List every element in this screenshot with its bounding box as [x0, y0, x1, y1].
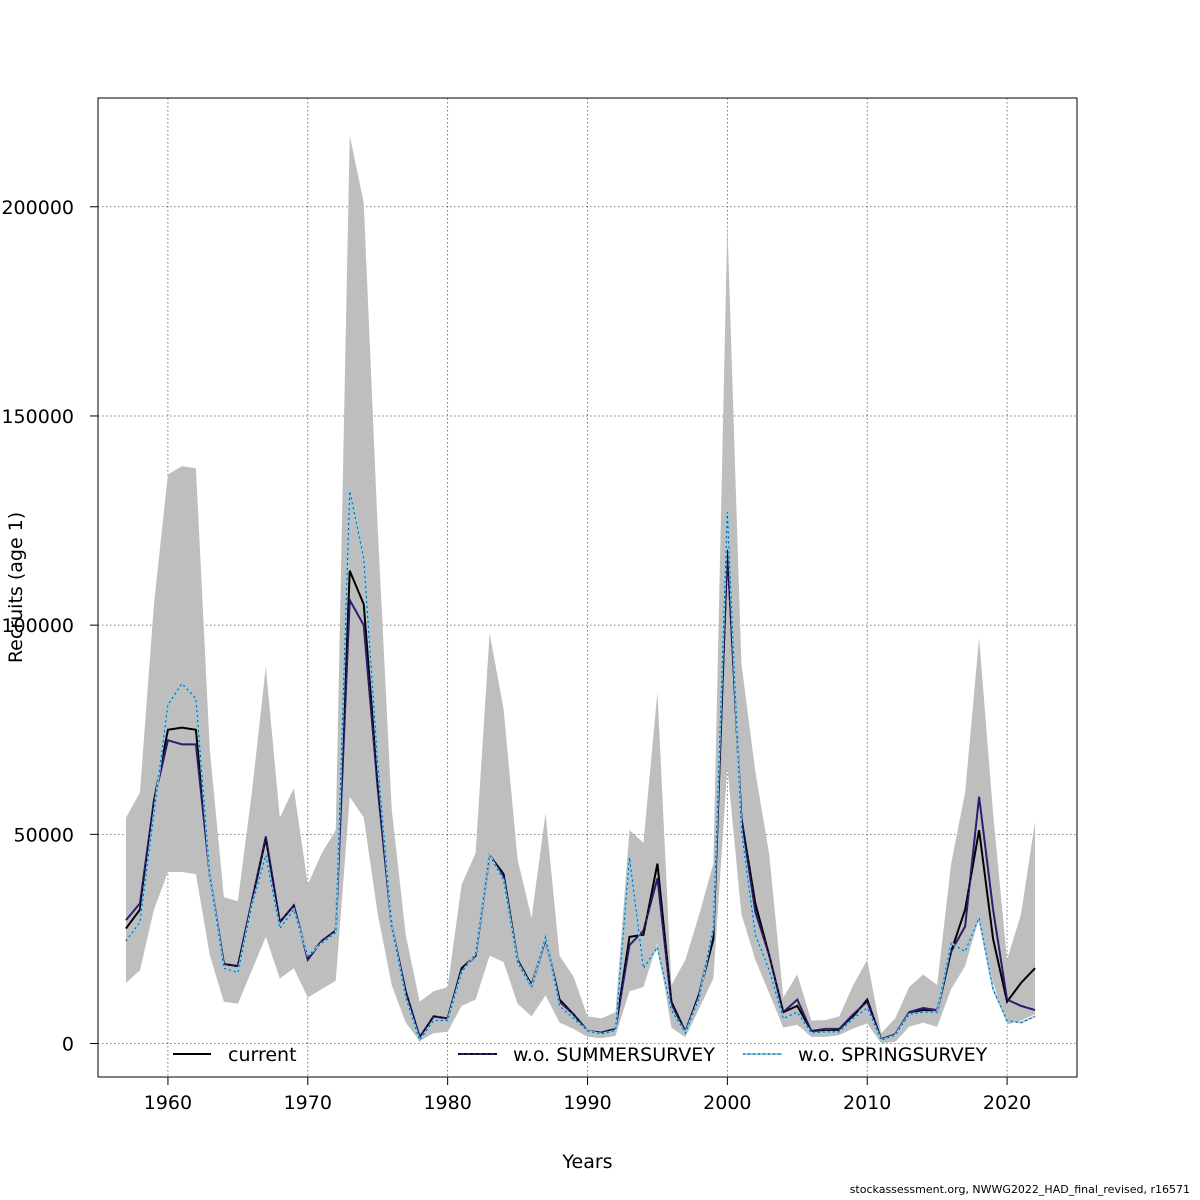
legend-label-summer: w.o. SUMMERSURVEY	[513, 1044, 715, 1066]
x-tick-label: 1980	[423, 1092, 471, 1114]
y-tick-label: 100000	[1, 615, 74, 637]
x-tick-label: 1990	[563, 1092, 611, 1114]
y-tick-label: 0	[62, 1034, 74, 1056]
legend-label-spring: w.o. SPRINGSURVEY	[798, 1044, 988, 1066]
y-tick-label: 200000	[1, 197, 74, 219]
legend-label-current: current	[228, 1044, 297, 1066]
series-layer	[125, 491, 1036, 1043]
footer-credit: stockassessment.org, NWWG2022_HAD_final_…	[849, 1183, 1190, 1196]
x-tick-label: 2020	[983, 1092, 1031, 1114]
x-tick-label: 2010	[843, 1092, 891, 1114]
y-axis-title: Recruits (age 1)	[5, 512, 27, 663]
x-tick-label: 2000	[703, 1092, 751, 1114]
y-tick-label: 50000	[14, 824, 74, 846]
x-axis: 1960 1970 1980 1990 2000 2010 2020	[144, 1076, 1031, 1114]
y-axis: 0 50000 100000 150000 200000	[1, 197, 99, 1056]
x-tick-label: 1970	[284, 1092, 332, 1114]
confidence-band	[125, 135, 1036, 1044]
legend: current w.o. SUMMERSURVEY w.o. SPRINGSUR…	[173, 1044, 988, 1066]
x-axis-title: Years	[561, 1151, 612, 1173]
confidence-band-layer	[125, 135, 1036, 1044]
x-tick-label: 1960	[144, 1092, 192, 1114]
y-tick-label: 150000	[1, 406, 74, 428]
series-line-spring-dash	[125, 491, 1036, 1042]
